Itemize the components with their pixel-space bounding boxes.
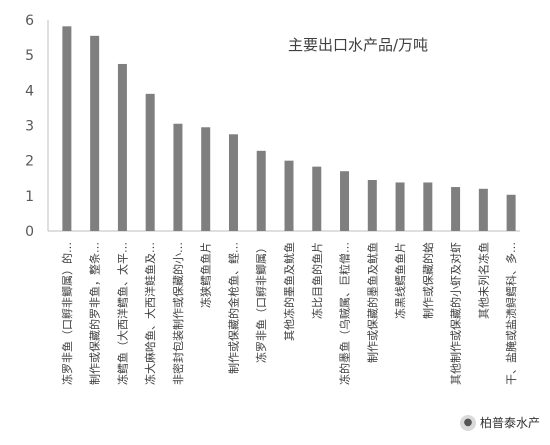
bar — [117, 63, 127, 232]
bar — [173, 123, 183, 231]
x-tick-label: 干、盐腌或盐渍鲟鳕科、多… — [504, 242, 518, 385]
x-tick-label: 冻黑线鳕鱼鱼片 — [393, 242, 407, 319]
watermark: ● 柏普泰水产 — [459, 414, 540, 431]
x-tick-label: 冻罗非鱼（口孵非鲫属）的… — [60, 242, 74, 385]
y-tick-label: 3 — [25, 119, 34, 135]
x-tick-label: 其他制作或保藏的小虾及对虾 — [449, 242, 463, 385]
x-tick-label: 制作或保藏的金枪鱼、鲣… — [226, 242, 240, 374]
bars — [62, 26, 516, 232]
bar — [451, 187, 461, 231]
bar — [312, 166, 322, 231]
watermark-text: 柏普泰水产 — [479, 416, 540, 430]
x-tick-label: 冻的墨鱼（乌贼属、巨粒僧… — [338, 242, 352, 385]
bar — [478, 188, 488, 231]
y-tick-label: 6 — [25, 13, 34, 29]
x-tick-label: 非密封包装制作或保藏的小… — [171, 242, 185, 385]
y-axis: 0 1 2 3 4 5 6 — [25, 13, 520, 240]
bar — [201, 127, 211, 231]
x-tick-label: 制作或保藏的墨鱼及鱿鱼 — [365, 242, 379, 363]
x-tick-label: 冻比目鱼的鱼片 — [310, 242, 324, 319]
x-tick-label: 其他未列名冻鱼 — [476, 242, 490, 319]
y-tick-label: 1 — [25, 189, 34, 205]
y-tick-label: 2 — [25, 154, 34, 170]
wechat-icon: ● — [459, 414, 476, 431]
bar — [423, 182, 433, 231]
y-tick-label: 0 — [25, 224, 34, 240]
x-tick-label: 其他冻的墨鱼及鱿鱼 — [282, 242, 296, 341]
x-tick-label: 制作或保藏的蛤 — [421, 242, 435, 319]
x-tick-label: 冻鳕鱼（大西洋鳕鱼、太平… — [115, 242, 129, 385]
x-tick-label: 冻大麻哈鱼、大西洋鲑鱼及… — [143, 242, 157, 385]
bar — [256, 150, 266, 231]
y-tick-label: 4 — [25, 83, 34, 99]
x-axis-labels: 冻罗非鱼（口孵非鲫属）的… 制作或保藏的罗非鱼，整条… 冻鳕鱼（大西洋鳕鱼、太平… 冻… — [60, 242, 518, 385]
y-tick-label: 5 — [25, 48, 34, 64]
x-tick-label: 冻罗非鱼（口孵非鲫属） — [254, 242, 268, 363]
bar — [90, 35, 100, 232]
bar — [395, 182, 405, 231]
bar — [228, 134, 238, 231]
chart-title: 主要出口水产品/万吨 — [288, 36, 428, 54]
x-tick-label: 制作或保藏的罗非鱼，整条… — [88, 242, 102, 385]
bar — [367, 180, 377, 231]
bar — [284, 160, 294, 231]
bar — [506, 194, 516, 231]
bar — [62, 26, 72, 231]
x-tick-label: 冻狭鳕鱼鱼片 — [199, 242, 213, 308]
bar — [145, 93, 155, 231]
bar — [340, 171, 350, 231]
